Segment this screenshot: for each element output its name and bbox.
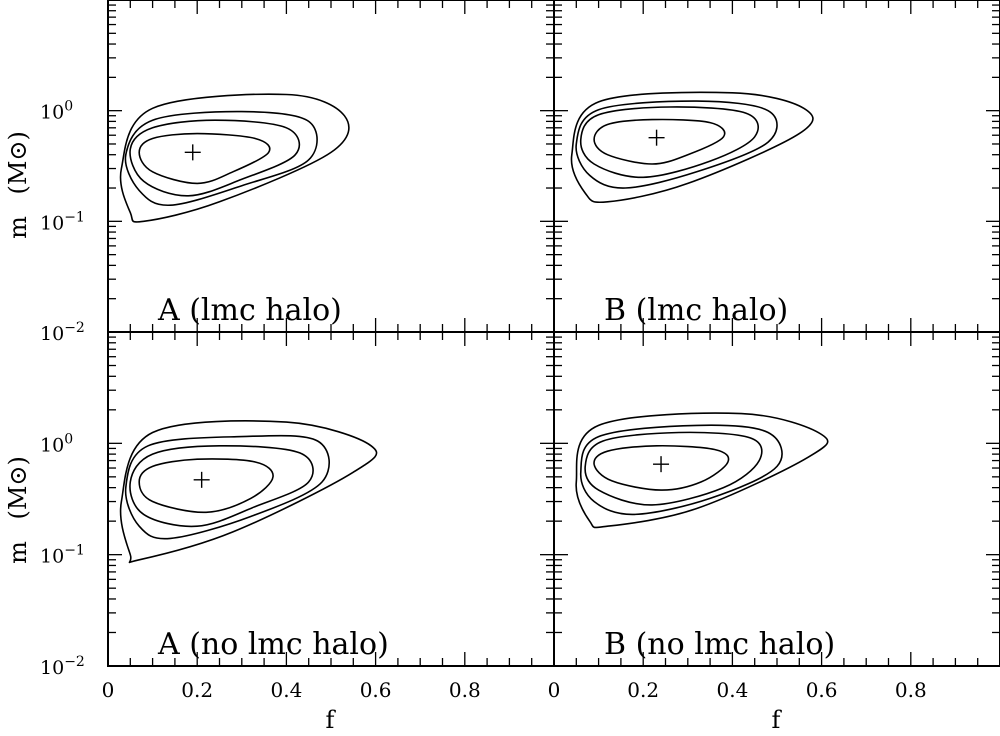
confidence-contour-1 bbox=[138, 458, 274, 514]
y-tick-label: 10−2 bbox=[40, 320, 85, 345]
panel-frame bbox=[107, 0, 555, 333]
confidence-contour-2 bbox=[584, 431, 763, 506]
panel-frame bbox=[553, 0, 1000, 333]
x-tick-label: 0.2 bbox=[627, 678, 659, 702]
panel-label: A (lmc halo) bbox=[157, 293, 342, 328]
confidence-contour-4 bbox=[119, 420, 378, 564]
y-axis-label-top: m (M⊙) bbox=[4, 131, 32, 239]
confidence-contour-2 bbox=[579, 106, 759, 179]
confidence-contour-1 bbox=[138, 132, 271, 185]
confidence-contour-2 bbox=[129, 444, 314, 528]
confidence-contour-3 bbox=[124, 110, 318, 207]
x-tick-label: 0.8 bbox=[449, 678, 481, 702]
panel-3: A (no lmc halo) 10−2 10−1 100 0 0.2 0.4 0.6 0.8 bbox=[40, 331, 555, 702]
panel-label: A (no lmc halo) bbox=[157, 627, 389, 662]
panel-2: B (lmc halo) bbox=[553, 0, 1000, 333]
confidence-contour-3 bbox=[579, 424, 783, 516]
x-tick-label: 0.2 bbox=[181, 678, 213, 702]
panel-label: B (lmc halo) bbox=[604, 293, 788, 328]
x-tick-label: 0 bbox=[548, 678, 561, 702]
y-tick-label: 10−2 bbox=[40, 654, 85, 679]
x-tick-label: 0.6 bbox=[360, 678, 392, 702]
panel-4: B (no lmc halo) 0 0.2 0.4 0.6 0.8 bbox=[548, 331, 1000, 702]
svg-text:m (M⊙): m (M⊙) bbox=[4, 456, 32, 564]
x-tick-label: 0.6 bbox=[806, 678, 838, 702]
confidence-contour-4 bbox=[119, 93, 350, 223]
y-axis-label-unit: (M⊙) bbox=[4, 456, 32, 519]
confidence-contour-3 bbox=[124, 434, 330, 540]
y-axis-label-m: m bbox=[4, 216, 32, 239]
x-tick-label: 0.4 bbox=[716, 678, 748, 702]
y-axis-label-unit: (M⊙) bbox=[4, 131, 32, 194]
confidence-contour-1 bbox=[593, 118, 726, 165]
confidence-contour-4 bbox=[570, 91, 814, 204]
confidence-contour-4 bbox=[575, 412, 829, 529]
x-tick-label: 0.4 bbox=[270, 678, 302, 702]
y-tick-label: 10−1 bbox=[40, 209, 85, 234]
y-tick-label: 100 bbox=[40, 431, 73, 456]
y-tick-label: 100 bbox=[40, 99, 73, 124]
x-tick-label: 0.8 bbox=[895, 678, 927, 702]
confidence-contour-2 bbox=[129, 119, 301, 197]
y-tick-label: 10−1 bbox=[40, 543, 85, 568]
x-axis-label-left: f bbox=[326, 706, 337, 734]
svg-text:m (M⊙): m (M⊙) bbox=[4, 131, 32, 239]
confidence-contour-3 bbox=[575, 100, 778, 189]
y-axis-label-bottom: m (M⊙) bbox=[4, 456, 32, 564]
y-axis-label-m: m bbox=[4, 541, 32, 564]
panel-1: A (lmc halo) 10−2 10−1 100 bbox=[40, 0, 555, 345]
panel-frame bbox=[107, 331, 555, 667]
panel-label: B (no lmc halo) bbox=[604, 627, 835, 662]
confidence-contour-1 bbox=[593, 444, 730, 491]
x-axis-label-right: f bbox=[772, 706, 783, 734]
x-tick-label: 0 bbox=[102, 678, 115, 702]
